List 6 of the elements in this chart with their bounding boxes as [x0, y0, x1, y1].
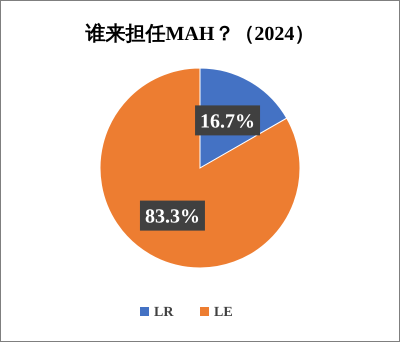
chart-title: 谁来担任MAH？（2024） — [84, 22, 314, 45]
pie-slice — [100, 68, 300, 268]
legend-label: LE — [214, 305, 233, 320]
legend-label: LR — [154, 305, 174, 320]
data-label: 16.7% — [200, 110, 256, 132]
data-label: 83.3% — [144, 206, 200, 228]
